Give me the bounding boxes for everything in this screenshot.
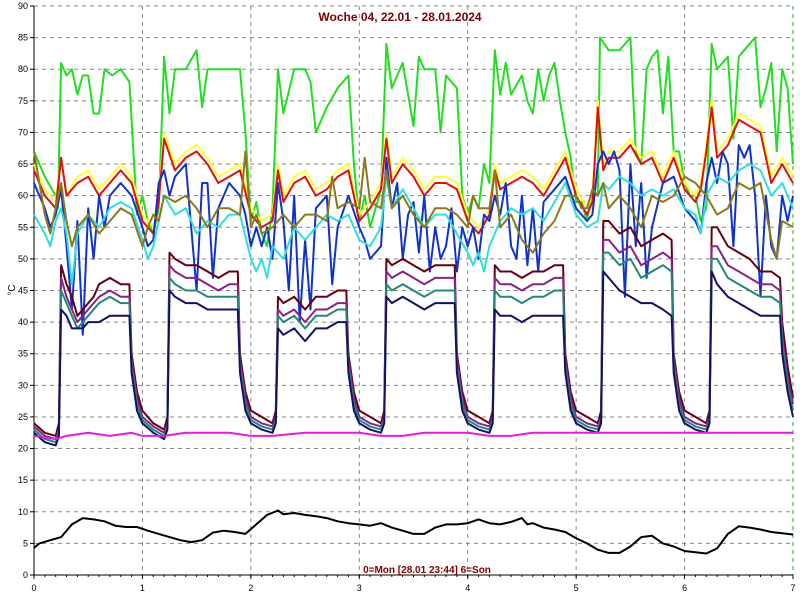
series-line-3	[33, 106, 794, 235]
series-line-6	[33, 150, 794, 260]
series-line-11	[33, 431, 793, 441]
x-tick-label: 3	[357, 583, 362, 593]
y-tick-label: 85	[18, 33, 28, 43]
y-tick-label: 60	[18, 191, 28, 201]
x-tick-label: 0	[31, 583, 36, 593]
x-tick-label: 1	[140, 583, 145, 593]
y-tick-label: 75	[18, 96, 28, 106]
y-tick-label: 65	[18, 159, 28, 169]
axes	[30, 5, 794, 579]
y-tick-label: 55	[18, 222, 28, 232]
series-line-10	[33, 270, 794, 447]
y-tick-label: 5	[23, 538, 28, 548]
y-tick-label: 25	[18, 412, 28, 422]
y-tick-label: 40	[18, 317, 28, 327]
y-tick-label: 10	[18, 507, 28, 517]
x-tick-label: 7	[790, 583, 795, 593]
y-tick-label: 90	[18, 1, 28, 11]
y-tick-label: 15	[18, 475, 28, 485]
series-line-9	[33, 251, 794, 444]
y-tick-label: 70	[18, 127, 28, 137]
series-line-4	[33, 144, 794, 336]
y-tick-label: 0	[23, 570, 28, 580]
x-tick-label: 6	[682, 583, 687, 593]
y-tick-label: 45	[18, 286, 28, 296]
y-tick-label: 50	[18, 254, 28, 264]
series-line-12	[33, 509, 794, 555]
y-tick-label: 35	[18, 349, 28, 359]
y-tick-label: 30	[18, 380, 28, 390]
y-tick-label: 80	[18, 64, 28, 74]
chart-title: Woche 04, 22.01 - 28.01.2024	[318, 10, 482, 24]
series-group	[33, 36, 794, 555]
x-tick-label: 2	[248, 583, 253, 593]
x-axis-label: 0=Mon [28.01 23:44] 6=Son	[363, 565, 491, 576]
y-tick-label: 20	[18, 444, 28, 454]
y-axis-label: °C	[7, 284, 18, 295]
x-tick-label: 4	[465, 583, 470, 593]
x-tick-label: 5	[574, 583, 579, 593]
